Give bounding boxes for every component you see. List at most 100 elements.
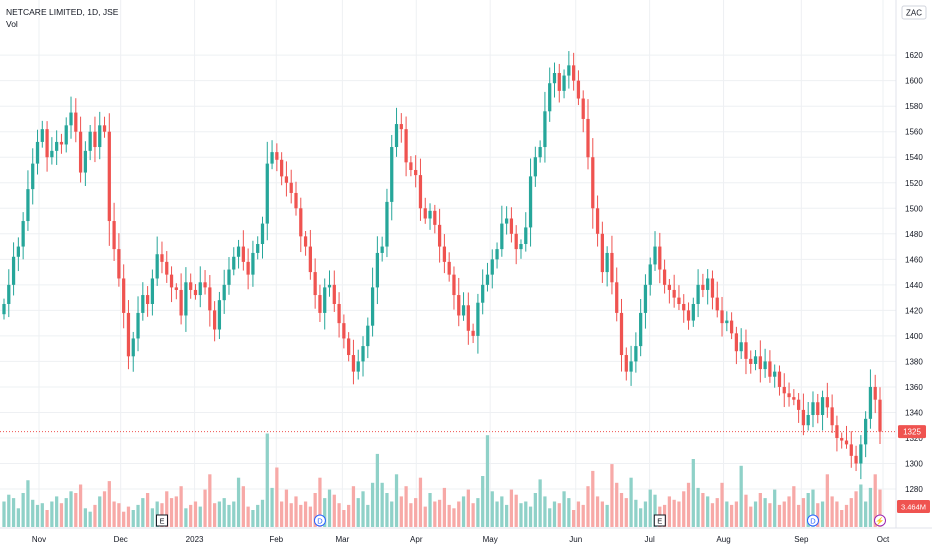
volume-bar [356,498,360,527]
candle-body [203,282,207,288]
time-tick-label: Jul [645,535,655,544]
candle-body [624,355,628,372]
candle-body [840,437,844,441]
volume-bar [830,496,834,527]
volume-bar [844,504,849,527]
candle-body [198,282,202,296]
candle-body [777,371,782,387]
volume-bar [241,486,245,527]
candle-body [256,244,260,253]
volume-bar [437,499,442,527]
volume-layer [2,433,882,527]
volume-bar [672,499,676,527]
candle-body [715,297,719,311]
volume-bar [686,482,691,527]
volume-bar [16,508,20,527]
price-tick-label: 1280 [905,485,923,494]
volume-bar [337,503,341,527]
volume-bar [155,501,159,527]
candle-body [667,284,672,290]
time-tick-label: Dec [114,535,128,544]
volume-bar [112,501,116,527]
candle-body [600,233,604,273]
volume-bar [524,501,528,527]
candle-body [74,112,78,132]
candle-body [437,224,442,247]
candle-body [189,282,193,290]
split-marker[interactable]: ⚡ [874,514,886,527]
candle-body [227,269,231,285]
candle-body [591,157,595,209]
volume-bar [399,496,403,527]
candle-body [184,282,188,316]
volume-bar [308,506,312,527]
candle-body [428,210,432,219]
volume-bar [122,511,126,527]
currency-badge[interactable]: ZAC [901,5,927,20]
candle-body [773,371,777,377]
volume-bar [567,498,571,527]
price-axis[interactable]: 1280 1300 1320 1340 1360 1380 1400 1420 1440 1460… [895,0,930,528]
earnings-marker[interactable]: E [155,514,168,527]
volume-bar [859,484,863,527]
volume-bar [557,503,561,527]
last-volume-label: 3.464M [901,503,926,512]
candle-body [347,338,351,356]
candle-body [136,312,140,339]
candle-body [849,444,853,456]
volume-bar [466,489,470,527]
candle-body [98,125,102,148]
volume-bar [782,501,786,527]
candle-body [552,73,557,84]
candle-body [820,397,825,416]
candle-body [524,227,528,245]
volume-bar [562,491,566,527]
volume-bar [806,493,810,527]
candle-body [528,176,533,228]
price-tick-label: 1520 [905,179,923,188]
event-markers[interactable]: E D E D ⚡ [155,514,886,527]
candle-body [141,295,145,313]
candle-body [461,305,466,316]
volume-bar [150,508,155,527]
time-axis[interactable]: Nov Dec 2023 Feb Mar Apr May Jun Jul Aug Sep Oct [0,527,932,544]
candle-body [753,356,758,364]
candle-body [380,246,384,253]
volume-bar [586,486,590,527]
volume-bar [758,493,762,527]
candle-body [112,221,116,250]
volume-bar [643,501,648,527]
candle-body [155,254,159,279]
volume-bar [634,499,638,527]
candle-body [782,386,786,394]
candle-body [639,312,643,347]
candle-body [686,310,691,321]
dividend-marker-circle [806,514,819,527]
candle-body [399,124,403,130]
volume-bar [653,494,657,527]
dividend-marker[interactable]: D [806,514,819,527]
volume-bar [763,498,767,527]
time-tick-label: Apr [410,535,423,544]
time-tick-label: Oct [877,535,890,544]
candle-body [500,223,504,250]
earnings-marker[interactable]: E [653,514,666,527]
volume-bar [715,498,719,527]
candle-body [107,131,111,222]
volume-bar [849,498,853,527]
candle-body [720,310,724,324]
dividend-marker[interactable]: D [313,514,326,527]
candle-body [710,278,715,298]
candle-body [246,261,250,275]
candle-body [55,141,59,151]
volume-bar [471,503,475,527]
volume-bar [548,508,552,527]
volume-bar [40,503,44,527]
candle-body [31,163,35,190]
candle-body [169,274,174,288]
candle-body [251,252,255,275]
candle-body [653,246,657,265]
volume-bar [600,501,604,527]
volume-bar [284,489,289,527]
